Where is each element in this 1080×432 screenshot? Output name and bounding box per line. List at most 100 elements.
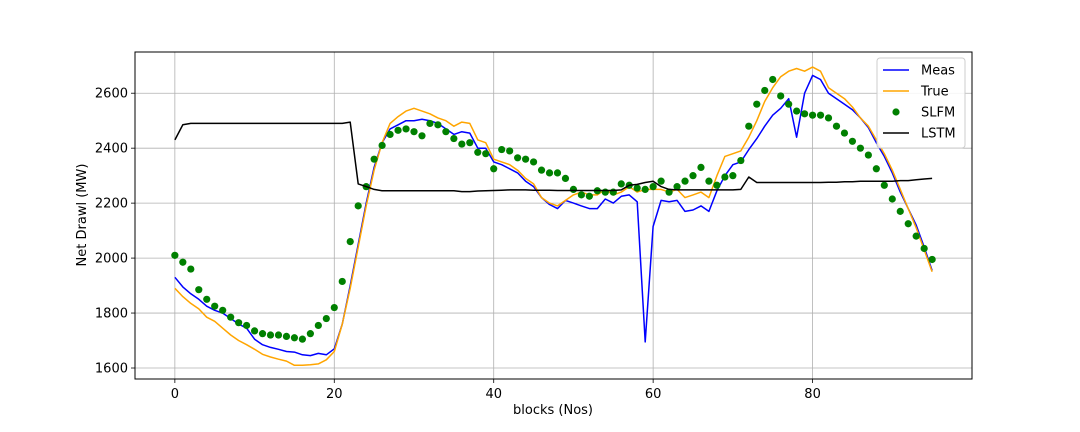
x-tick-label: 0 bbox=[171, 387, 179, 402]
y-tick-label: 2400 bbox=[95, 142, 128, 157]
series-slfm-point bbox=[338, 277, 346, 286]
y-tick-label: 1800 bbox=[95, 307, 128, 322]
series-slfm-point bbox=[801, 110, 809, 118]
series-slfm-point bbox=[498, 145, 506, 154]
series-slfm-point bbox=[482, 150, 490, 158]
series-slfm-point bbox=[306, 330, 314, 338]
plot-frame bbox=[134, 51, 973, 380]
series-slfm-point bbox=[649, 183, 657, 191]
series-slfm-point bbox=[370, 155, 378, 163]
series-slfm-point bbox=[346, 238, 354, 246]
series-slfm-point bbox=[673, 183, 681, 191]
series-slfm-point bbox=[880, 181, 888, 189]
series-slfm-point bbox=[274, 331, 283, 339]
series-slfm-point bbox=[681, 177, 689, 185]
series-slfm-point bbox=[298, 335, 306, 343]
series-slfm-point bbox=[386, 130, 394, 139]
legend-swatch-slfm bbox=[892, 108, 900, 116]
y-tick-label: 2600 bbox=[95, 87, 128, 102]
y-axis-label: Net Drawl (MW) bbox=[75, 164, 90, 267]
series-slfm-point bbox=[713, 181, 721, 189]
series-slfm-point bbox=[832, 122, 841, 130]
series-slfm-point bbox=[466, 139, 474, 147]
series-slfm-point bbox=[697, 163, 705, 172]
series-slfm-point bbox=[753, 100, 761, 108]
series-slfm-point bbox=[816, 111, 825, 119]
series-slfm-point bbox=[322, 314, 330, 323]
legend-label-true: True bbox=[920, 85, 949, 100]
series-slfm-point bbox=[227, 313, 235, 321]
series-slfm-point bbox=[282, 332, 291, 341]
y-tick-label: 2200 bbox=[95, 197, 128, 212]
series-slfm-point bbox=[402, 125, 410, 133]
series-slfm-point bbox=[920, 244, 928, 253]
series-slfm-point bbox=[243, 321, 251, 330]
series-slfm-point bbox=[537, 166, 546, 174]
series-slfm-point bbox=[569, 185, 578, 193]
series-slfm-point bbox=[514, 154, 522, 162]
series-slfm-point bbox=[394, 126, 402, 134]
series-slfm-point bbox=[171, 251, 179, 259]
series-slfm-point bbox=[793, 107, 801, 115]
series-slfm-point bbox=[888, 195, 896, 203]
legend: Meas True SLFM LSTM bbox=[876, 57, 966, 149]
axis-ticks: 0 20 40 60 80 1600 1800 2000 2200 2400 2600 bbox=[95, 87, 821, 402]
series-slfm-point bbox=[434, 121, 442, 129]
series-slfm-point bbox=[777, 92, 785, 100]
series-slfm-point bbox=[195, 286, 203, 294]
series-slfm-point bbox=[689, 172, 697, 180]
series-slfm-point bbox=[314, 321, 322, 330]
series-slfm-point bbox=[808, 111, 817, 119]
series-slfm-point bbox=[179, 258, 187, 266]
series-slfm-point bbox=[354, 202, 362, 210]
series-slfm-point bbox=[633, 184, 641, 192]
series-slfm-point bbox=[785, 100, 793, 108]
series-slfm-point bbox=[601, 188, 609, 196]
series-slfm-point bbox=[657, 177, 665, 185]
series-slfm-point bbox=[840, 129, 849, 137]
series-slfm-point bbox=[378, 141, 386, 150]
series-slfm-point bbox=[458, 140, 466, 148]
series-slfm-point bbox=[896, 207, 904, 215]
series-slfm-point bbox=[928, 255, 936, 264]
series-slfm-point bbox=[442, 128, 450, 136]
series-slfm-point bbox=[219, 306, 227, 314]
series-slfm-point bbox=[553, 169, 562, 177]
x-tick-label: 20 bbox=[326, 387, 343, 402]
series-slfm-point bbox=[258, 330, 267, 338]
series-slfm-point bbox=[330, 303, 338, 312]
legend-label-meas: Meas bbox=[921, 64, 955, 79]
series-slfm-point bbox=[506, 147, 514, 155]
legend-label-lstm: LSTM bbox=[921, 127, 956, 142]
series-slfm-point bbox=[410, 128, 418, 136]
series-slfm-point bbox=[545, 169, 554, 177]
y-tick-label: 2000 bbox=[95, 252, 128, 267]
series-slfm-point bbox=[266, 331, 275, 339]
series-slfm-point bbox=[529, 158, 538, 166]
series-slfm-point bbox=[474, 148, 482, 156]
series-slfm-point bbox=[912, 232, 920, 240]
series-layer bbox=[171, 66, 936, 367]
series-slfm-point bbox=[211, 302, 219, 310]
x-tick-label: 40 bbox=[485, 387, 502, 402]
series-meas-line bbox=[174, 74, 933, 357]
series-slfm-point bbox=[250, 327, 259, 335]
series-slfm-point bbox=[290, 334, 299, 342]
series-slfm-point bbox=[577, 191, 586, 199]
series-slfm-point bbox=[585, 192, 593, 200]
series-slfm-point bbox=[490, 165, 498, 173]
x-tick-label: 80 bbox=[804, 387, 821, 402]
series-slfm-point bbox=[824, 114, 833, 122]
x-axis-label: blocks (Nos) bbox=[513, 403, 593, 418]
grid bbox=[135, 52, 972, 379]
series-slfm-point bbox=[418, 132, 426, 140]
series-slfm-point bbox=[864, 151, 872, 159]
series-slfm-point bbox=[904, 220, 912, 228]
series-slfm-point bbox=[721, 173, 729, 181]
series-slfm-point bbox=[665, 188, 673, 196]
series-slfm-point bbox=[522, 155, 530, 163]
series-slfm-point bbox=[187, 265, 195, 273]
x-tick-label: 60 bbox=[645, 387, 662, 402]
series-slfm-point bbox=[561, 174, 570, 183]
